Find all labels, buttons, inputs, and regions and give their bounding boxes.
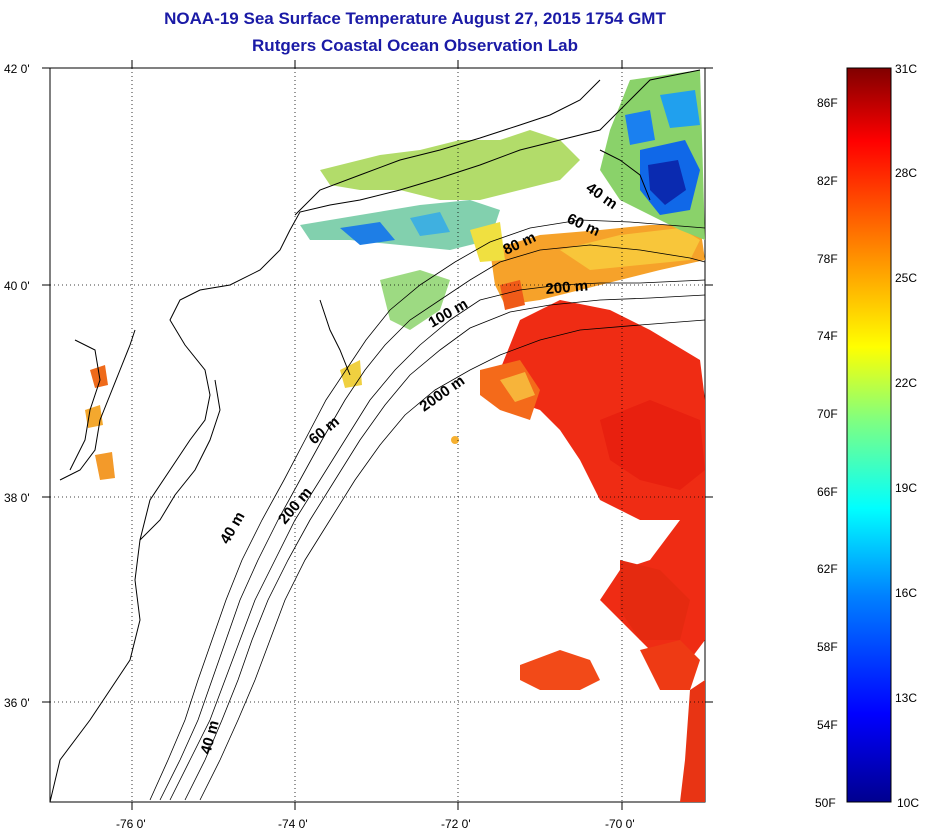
lon-label-70: -70 0'	[605, 817, 635, 831]
cb-c-19: 19C	[895, 481, 917, 495]
lon-label-76: -76 0'	[116, 817, 146, 831]
cb-f-78: 78F	[817, 252, 838, 266]
cb-c-16: 16C	[895, 586, 917, 600]
latitude-labels: 42 0' 40 0' 38 0' 36 0'	[4, 62, 30, 710]
cb-c-22: 22C	[895, 376, 917, 390]
cb-f-70: 70F	[817, 407, 838, 421]
lat-label-42: 42 0'	[4, 62, 30, 76]
cb-f-82: 82F	[817, 174, 838, 188]
lon-label-72: -72 0'	[441, 817, 471, 831]
cb-c-10: 10C	[897, 796, 919, 810]
bathymetry-contours	[149, 219, 705, 801]
longitude-labels: -76 0' -74 0' -72 0' -70 0'	[116, 817, 635, 831]
cb-f-50: 50F	[815, 796, 836, 810]
lat-label-36: 36 0'	[4, 696, 30, 710]
coastline	[50, 69, 701, 802]
cb-c-25: 25C	[895, 271, 917, 285]
colorbar-fahrenheit-labels: 86F 82F 78F 74F 70F 66F 62F 58F 54F 50F	[815, 96, 838, 810]
cb-c-13: 13C	[895, 691, 917, 705]
map-subtitle: Rutgers Coastal Ocean Observation Lab	[252, 36, 578, 55]
cb-c-28: 28C	[895, 166, 917, 180]
cb-f-66: 66F	[817, 485, 838, 499]
colorbar	[846, 67, 892, 803]
cb-f-62: 62F	[817, 562, 838, 576]
lat-label-40: 40 0'	[4, 279, 30, 293]
cb-f-54: 54F	[817, 718, 838, 732]
lon-label-74: -74 0'	[278, 817, 308, 831]
cb-c-31: 31C	[895, 62, 917, 76]
tick-marks	[42, 60, 713, 810]
map-title: NOAA-19 Sea Surface Temperature August 2…	[164, 9, 666, 28]
sst-layer	[85, 70, 705, 802]
cb-f-74: 74F	[817, 329, 838, 343]
colorbar-celsius-labels: 31C 28C 25C 22C 19C 16C 13C 10C	[895, 62, 919, 810]
contour-label: 200 m	[545, 277, 589, 298]
lat-label-38: 38 0'	[4, 491, 30, 505]
cb-f-58: 58F	[817, 640, 838, 654]
cb-f-86: 86F	[817, 96, 838, 110]
